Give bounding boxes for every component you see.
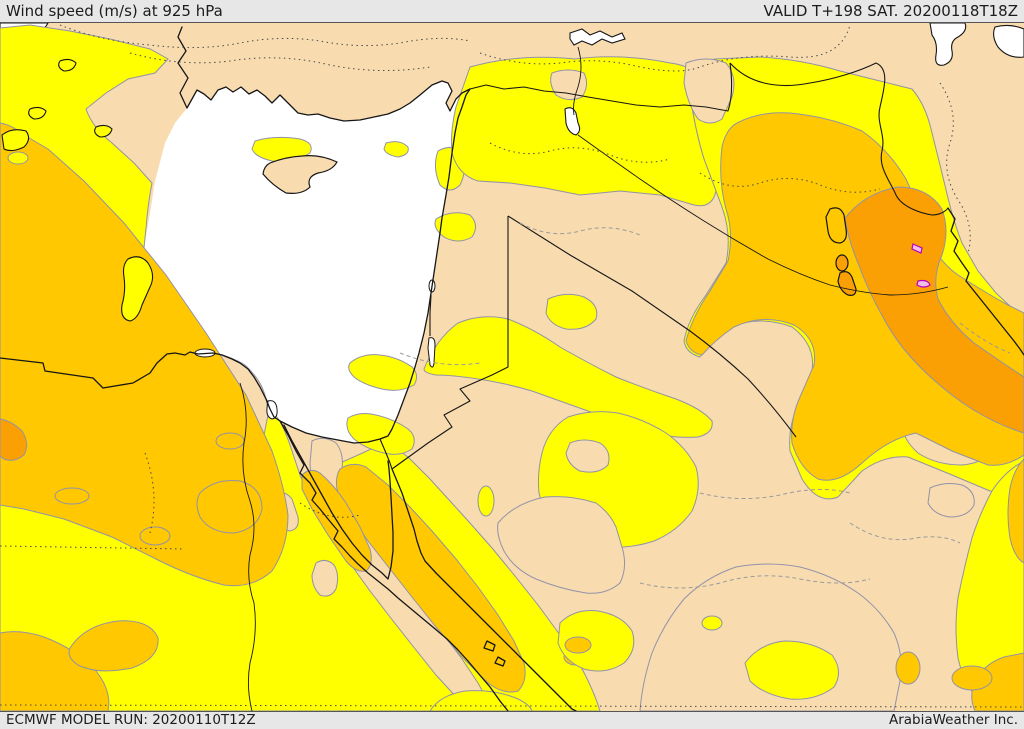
aegean-island <box>28 106 47 120</box>
gold-blob-egypt-2 <box>196 480 263 534</box>
se-turkey-tan-notch <box>683 58 735 124</box>
dotted-admin-sinai <box>299 502 361 518</box>
yellow-blob-saudi-south <box>557 610 635 672</box>
yellow-dot-saudi <box>701 615 723 631</box>
dotted-admin-egypt <box>0 545 186 550</box>
yellow-blob-syria-desert <box>545 293 598 330</box>
gold-blob-egypt <box>68 620 159 672</box>
red-sea-coast-tan-patch <box>311 559 339 597</box>
orange-spot-west-edge <box>0 418 28 461</box>
euphrates-river <box>573 46 949 296</box>
gold-spot-egypt-2 <box>139 526 171 546</box>
yellow-patch-east-med <box>383 141 409 158</box>
gulf-of-suez-red-sea-west-coast <box>279 420 509 711</box>
gulf-coast-tan-patch-2 <box>927 483 975 518</box>
iraq-iran-border <box>729 62 949 216</box>
dotted-admin-turkey-east <box>479 24 851 72</box>
dashed-admin-saudi <box>699 488 851 500</box>
map-title: Wind speed (m/s) at 925 hPa <box>6 1 223 20</box>
dotted-admin-egypt-2 <box>144 452 155 534</box>
orange-region-zagros <box>844 186 1024 434</box>
aegean-island <box>94 124 113 138</box>
turkey-syria-border <box>469 62 733 112</box>
yellow-blob-saudi-south-2 <box>744 640 839 700</box>
caspian-sea-corner <box>992 24 1024 58</box>
gold-region-southwest <box>0 122 289 587</box>
sinai-coastline <box>283 424 394 580</box>
lake-van <box>929 23 967 66</box>
footer-bar: ECMWF MODEL RUN: 20200110T12Z ArabiaWeat… <box>0 712 1024 729</box>
header-bar: Wind speed (m/s) at 925 hPa VALID T+198 … <box>0 0 1024 22</box>
mediterranean-coastline <box>0 26 471 444</box>
line-layer <box>0 24 1024 711</box>
island-east-med <box>121 256 154 322</box>
syria-iraq-saudi-border <box>507 215 797 438</box>
lake-urmia <box>825 207 847 244</box>
small-lake-iran <box>835 254 849 272</box>
gold-spot-egypt <box>54 487 90 505</box>
nw-saudi-tan <box>497 496 626 594</box>
brand-label: ArabiaWeather Inc. <box>888 711 1018 728</box>
cyprus-island <box>262 155 338 194</box>
gulf-of-aqaba-saudi-coast <box>391 468 577 711</box>
keban-reservoir <box>569 28 626 46</box>
model-run-label: ECMWF MODEL RUN: 20200110T12Z <box>6 711 256 728</box>
gold-region-northeast <box>685 112 1024 481</box>
yellow-hole-in-gold <box>7 151 29 165</box>
yellow-blob-nw-saudi <box>346 413 415 455</box>
dotted-border-south <box>0 704 1024 708</box>
dotted-admin-iran <box>939 82 971 254</box>
turkey-tan-sliver <box>550 69 588 101</box>
dashed-admin-gulf <box>849 522 961 544</box>
island-lake-layer <box>1 23 967 420</box>
wind-level-2-layer <box>0 112 1024 711</box>
crete-island <box>1 129 30 152</box>
magenta-salt-lake-2 <box>916 279 931 288</box>
suez-lagoon <box>266 400 278 420</box>
mediterranean-sea <box>143 81 470 443</box>
nile-river <box>239 382 256 711</box>
jordan-borders <box>391 216 509 470</box>
dashed-admin-iran-south <box>959 322 1011 354</box>
valid-time-label: VALID T+198 SAT. 20200118T18Z <box>763 1 1018 20</box>
red-sea-islands <box>483 640 506 667</box>
yellow-patch-west-of-cyprus <box>251 136 312 162</box>
egypt-israel-border <box>379 438 393 470</box>
yellow-blob-negev <box>348 354 418 391</box>
wind-speed-map-svg <box>0 23 1024 711</box>
gold-strip-east-edge <box>1007 458 1024 564</box>
ataturk-reservoir <box>564 107 581 136</box>
weather-map <box>0 22 1024 712</box>
yellow-band-southeast-turkey <box>451 56 717 207</box>
gold-spot-egypt-3 <box>215 432 245 450</box>
magenta-salt-lake <box>911 243 923 254</box>
aegean-island <box>58 58 77 72</box>
dashed-admin-saudi-2 <box>639 575 871 589</box>
saudi-tan-hole <box>565 439 610 473</box>
persian-gulf-coastline <box>947 207 1024 356</box>
wind-level-1-upper-layer <box>429 610 839 711</box>
wind-level-3-layer <box>0 186 1024 461</box>
gold-spot-se-2 <box>951 665 993 691</box>
yellow-spot <box>477 485 495 517</box>
dotted-admin-iraq <box>699 172 881 193</box>
dotted-admin-turkey <box>129 52 431 72</box>
yellow-patch-levant <box>434 212 476 242</box>
jordan-river <box>429 294 432 336</box>
dashed-admin-jordan <box>399 352 481 366</box>
gold-core-in-yellow-blob <box>564 636 592 654</box>
gold-spot-se <box>895 651 921 685</box>
